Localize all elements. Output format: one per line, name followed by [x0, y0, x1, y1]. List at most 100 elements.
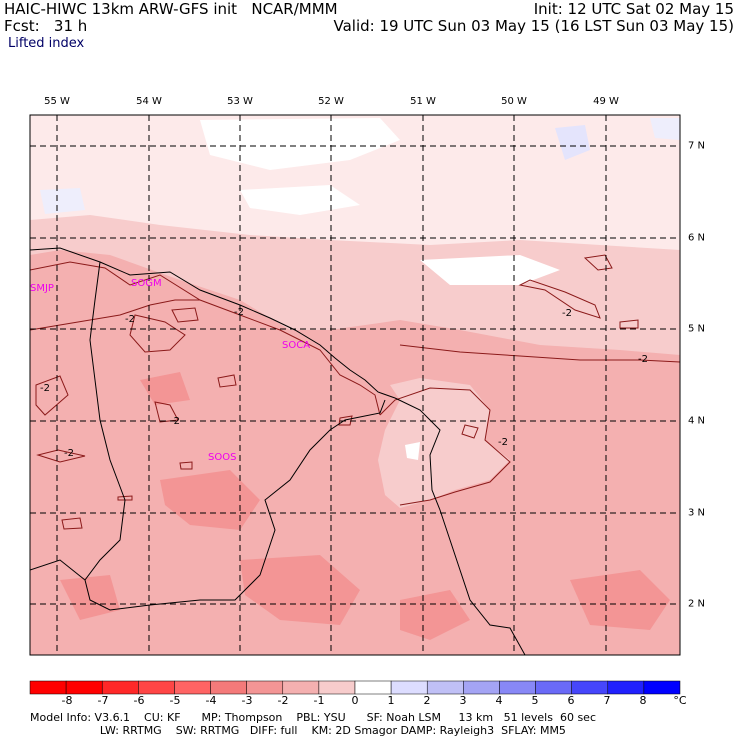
field-patch-blue — [650, 118, 680, 140]
colorbar-swatch — [643, 680, 681, 695]
field-inland-light — [378, 378, 510, 508]
colorbar-swatch — [174, 680, 211, 695]
colorbar-swatch — [318, 680, 356, 695]
lat-label: 6 N — [688, 232, 706, 244]
colorbar-swatch — [499, 680, 536, 695]
contour-label: -2 — [125, 314, 135, 325]
lat-label: 7 N — [688, 140, 706, 152]
colorbar-label: 4 — [495, 694, 503, 707]
contour-line — [117, 495, 133, 501]
lat-lon-grid — [30, 115, 680, 655]
colorbar-swatch — [65, 680, 103, 695]
field-patch-strong — [570, 570, 670, 630]
colorbar — [29, 680, 681, 695]
colorbar-label: 7 — [603, 694, 611, 707]
colorbar-label: -5 — [169, 694, 181, 707]
lon-label: 51 W — [410, 96, 436, 107]
colorbar-swatch — [101, 680, 139, 695]
colorbar-swatch — [463, 680, 500, 695]
field-patch-blue — [40, 188, 85, 214]
colorbar-swatch — [282, 680, 320, 695]
contour-line — [129, 314, 186, 353]
station-label: SMJP — [30, 283, 54, 294]
colorbar-label: 5 — [531, 694, 539, 707]
header-forecast-hour: Fcst: 31 h — [4, 17, 88, 35]
field-patch-strong — [240, 555, 360, 625]
lat-label: 4 N — [688, 415, 706, 427]
contour-line — [30, 299, 200, 331]
lon-label: 54 W — [136, 96, 162, 107]
lon-label: 55 W — [44, 96, 70, 107]
contour-line — [518, 279, 601, 319]
coastline-borders — [30, 247, 526, 655]
colorbar-label: -4 — [205, 694, 217, 707]
colorbar-swatch — [535, 680, 572, 695]
field-patch-white — [420, 255, 560, 285]
contour-line — [461, 424, 479, 439]
map-frame — [29, 114, 681, 656]
contour-label: -2 — [638, 354, 648, 365]
contour-line — [61, 517, 83, 530]
contour-label: -2 — [64, 448, 74, 459]
contour-line — [179, 461, 193, 470]
lat-label: 2 N — [688, 598, 706, 610]
colorbar-label: 2 — [423, 694, 431, 707]
contour-label: -2 — [170, 416, 180, 427]
border-line — [30, 559, 86, 581]
lon-label: 50 W — [501, 96, 527, 107]
footer-model-info: Model Info: V3.6.1 CU: KF MP: Thompson P… — [30, 711, 597, 724]
colorbar-label: 6 — [567, 694, 575, 707]
field-name: Lifted index — [8, 36, 85, 51]
contour-label: -2 — [562, 308, 572, 319]
colorbar-swatch — [607, 680, 645, 695]
colorbar-label: -1 — [313, 694, 325, 707]
footer-physics-info: LW: RRTMG SW: RRTMG DIFF: full KM: 2D Sm… — [30, 724, 566, 737]
border-line — [84, 261, 386, 611]
colorbar-label: 3 — [459, 694, 467, 707]
contour-line — [379, 387, 511, 506]
station-label: SOCA — [282, 340, 311, 351]
colorbar-label: -2 — [277, 694, 289, 707]
colorbar-swatch — [246, 680, 284, 695]
colorbar-swatch — [354, 680, 392, 695]
contour-label: -2 — [234, 307, 244, 318]
contour-line — [154, 401, 179, 423]
colorbar-swatch — [426, 680, 464, 695]
contour-line — [36, 449, 86, 463]
colorbar-swatch — [571, 680, 609, 695]
contour-label: -2 — [498, 437, 508, 448]
colorbar-label: 8 — [639, 694, 647, 707]
field-patch-white — [405, 442, 420, 460]
colorbar-swatch — [210, 680, 247, 695]
colorbar-swatch — [390, 680, 428, 695]
field-patch-blue — [555, 125, 590, 160]
field-patch-strong — [140, 372, 190, 405]
contour-line — [399, 344, 680, 363]
station-label: SOGM — [131, 278, 162, 289]
contour-line — [338, 415, 353, 426]
contour-line — [619, 319, 639, 329]
colorbar-swatch — [138, 680, 175, 695]
lat-label: 3 N — [688, 507, 706, 519]
colorbar-unit: °C — [673, 694, 687, 707]
colorbar-label: -6 — [133, 694, 145, 707]
field-patch-strong — [160, 470, 260, 530]
field-patch-white — [240, 185, 360, 215]
colorbar-swatch — [29, 680, 67, 695]
contour-line — [583, 254, 613, 271]
contour-label: -2 — [40, 383, 50, 394]
lon-label: 52 W — [318, 96, 344, 107]
station-label: SOOS — [208, 452, 237, 463]
lon-label: 53 W — [227, 96, 253, 107]
header-title: HAIC-HIWC 13km ARW-GFS init NCAR/MMM — [4, 0, 338, 18]
lat-label: 5 N — [688, 323, 706, 335]
colorbar-label: 0 — [351, 694, 359, 707]
contour-line — [171, 307, 199, 323]
field-patch-strong — [400, 590, 470, 640]
field-patch-strong — [60, 575, 120, 620]
lon-label: 49 W — [593, 96, 619, 107]
field-band-neutral — [30, 115, 680, 250]
coastline — [30, 247, 396, 399]
colorbar-label: -8 — [61, 694, 73, 707]
